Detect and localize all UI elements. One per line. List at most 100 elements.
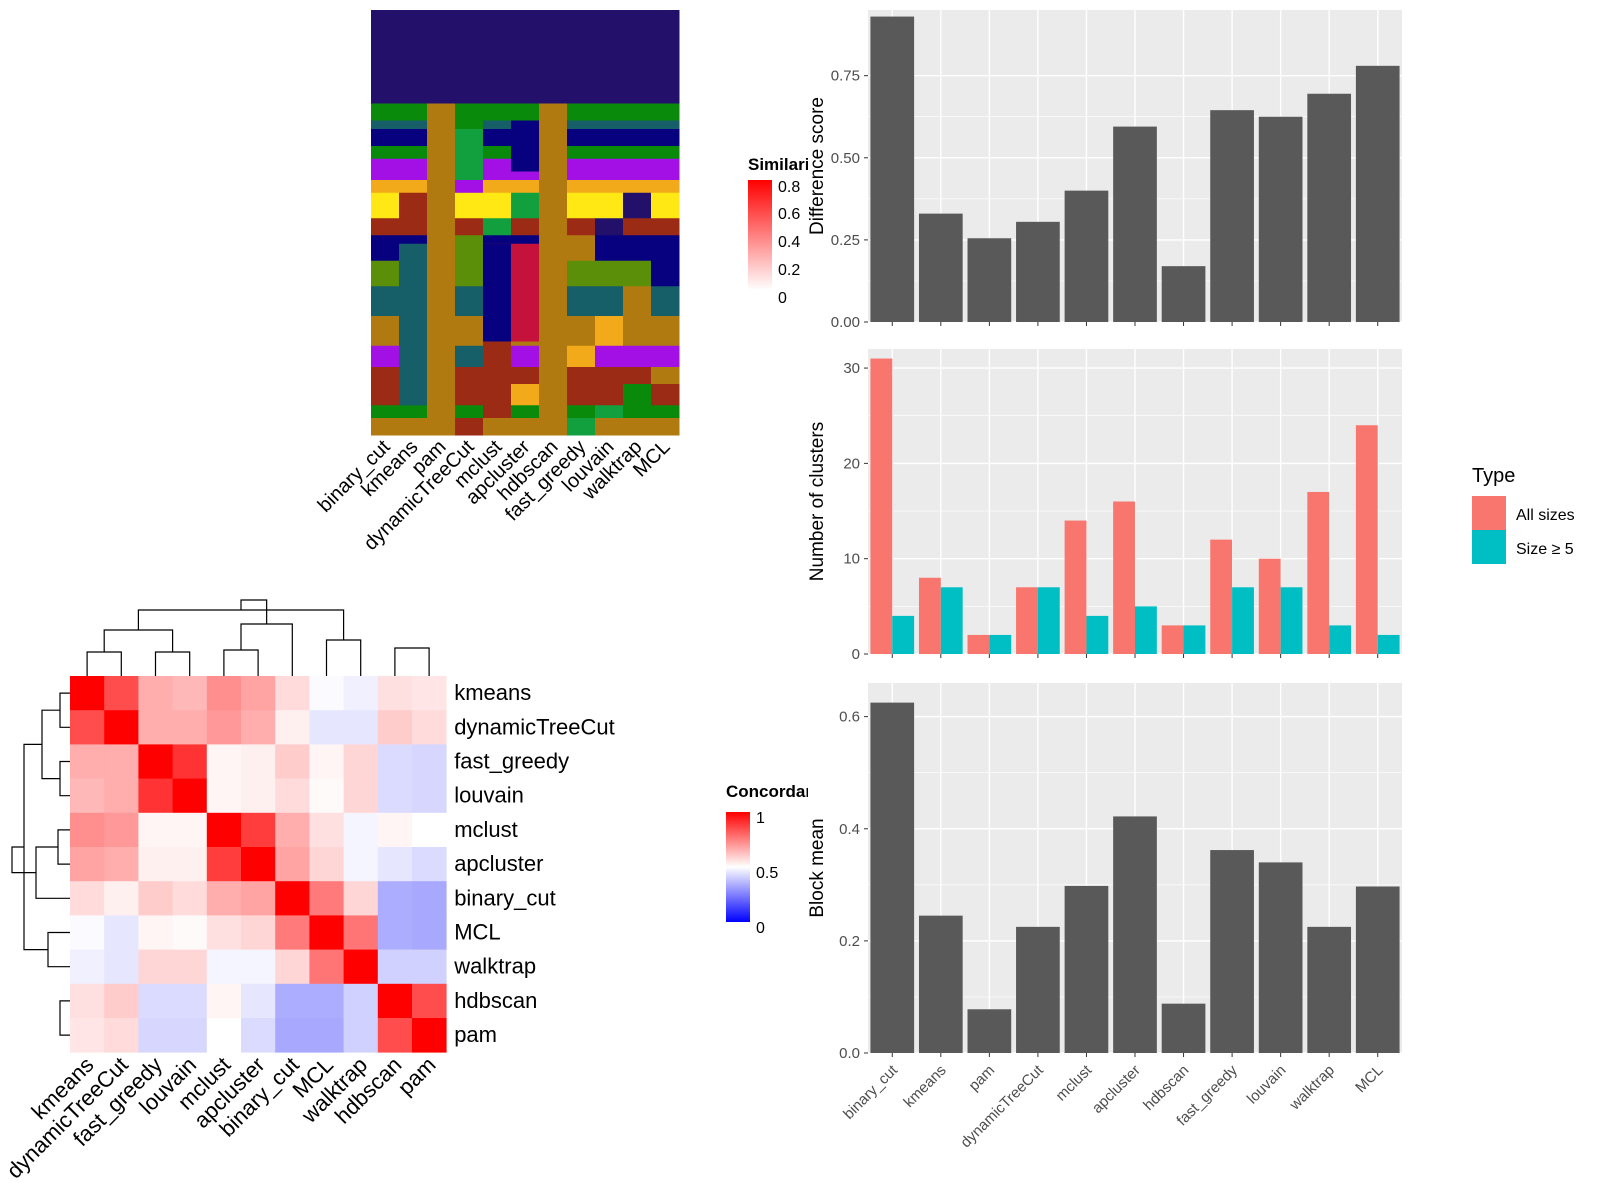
left-dendrogram-branch bbox=[59, 1000, 70, 1036]
x-tick-label: walktrap bbox=[1286, 1062, 1338, 1114]
concordance-cell bbox=[138, 983, 173, 1019]
concordance-cell bbox=[377, 847, 413, 882]
similarity-tick-5: 0 bbox=[778, 290, 787, 307]
concordance-cell bbox=[104, 915, 139, 950]
y-tick-label: 0.4 bbox=[839, 821, 860, 838]
assignment-cell bbox=[595, 235, 624, 262]
concordance-cell bbox=[104, 881, 139, 916]
bar bbox=[1280, 587, 1303, 654]
bar bbox=[1161, 266, 1206, 322]
y-tick-label: 0.25 bbox=[831, 232, 860, 249]
concordance-cell bbox=[70, 812, 105, 848]
y-tick-label: 0.50 bbox=[831, 150, 860, 167]
concordance-cell bbox=[309, 847, 344, 882]
assignment-cell bbox=[371, 286, 400, 317]
type-legend: Type All sizes Size ≥ 5 bbox=[1472, 465, 1575, 564]
concordance-cell bbox=[275, 949, 310, 985]
concordance-cell bbox=[412, 1018, 447, 1053]
concordance-cell bbox=[241, 744, 276, 779]
top-dendrogram-branch bbox=[154, 651, 191, 676]
concordance-cell bbox=[241, 676, 276, 711]
bar bbox=[870, 702, 915, 1053]
x-tick-label: mclust bbox=[1053, 1061, 1096, 1104]
y-tick-label: 10 bbox=[843, 551, 860, 568]
y-axis-title: Difference score bbox=[807, 97, 828, 235]
concordance-tick-1: 1 bbox=[756, 810, 765, 827]
concordance-cell bbox=[206, 676, 242, 711]
concordance-cell bbox=[138, 812, 173, 848]
concordance-cell bbox=[377, 1018, 413, 1053]
assignment-cell bbox=[399, 158, 428, 181]
bar bbox=[1016, 587, 1038, 654]
assignment-cell bbox=[567, 418, 596, 436]
concordance-cell bbox=[343, 778, 379, 814]
assignment-cell bbox=[483, 10, 512, 104]
concordance-cell bbox=[377, 881, 413, 916]
assignment-cell bbox=[427, 103, 456, 435]
assignment-cell bbox=[623, 218, 652, 236]
assignment-cell bbox=[483, 243, 512, 342]
concordance-cell bbox=[138, 881, 173, 916]
assignment-cell bbox=[595, 180, 624, 194]
concordance-cell bbox=[412, 915, 447, 950]
top-dendrogram-branch bbox=[103, 629, 174, 652]
assignment-cell bbox=[511, 103, 540, 121]
concordance-cell bbox=[104, 1018, 139, 1053]
concordance-cell bbox=[275, 812, 310, 848]
concordance-cell bbox=[172, 744, 208, 779]
concordance-cell bbox=[70, 710, 105, 745]
assignment-cell bbox=[595, 120, 624, 130]
assignment-cell bbox=[483, 180, 512, 194]
concordance-row-label: kmeans bbox=[454, 680, 531, 705]
assignment-cell bbox=[455, 418, 484, 436]
bar bbox=[1210, 110, 1254, 322]
assignment-cell bbox=[595, 146, 624, 160]
concordance-cell bbox=[172, 812, 208, 848]
concordance-cell bbox=[138, 744, 173, 779]
y-tick-label: 0.0 bbox=[839, 1045, 860, 1062]
bar bbox=[1086, 615, 1109, 654]
concordance-cell bbox=[343, 1018, 379, 1053]
assignment-cell bbox=[371, 180, 400, 194]
assignment-cell bbox=[567, 384, 596, 406]
assignment-cell bbox=[651, 129, 680, 147]
bar bbox=[1355, 65, 1400, 323]
concordance-cell bbox=[172, 710, 208, 745]
concordance-cell bbox=[241, 881, 276, 916]
bar bbox=[1307, 926, 1352, 1053]
y-tick-label: 0.2 bbox=[839, 933, 860, 950]
concordance-cell bbox=[241, 847, 276, 882]
assignment-cell bbox=[511, 345, 540, 368]
assignment-cell bbox=[651, 316, 680, 347]
concordance-cell bbox=[70, 676, 105, 711]
assignment-cell bbox=[483, 192, 512, 219]
concordance-cell bbox=[241, 983, 276, 1019]
assignment-cell bbox=[483, 405, 512, 419]
assignment-cell bbox=[455, 367, 484, 385]
y-tick-label: 0.00 bbox=[831, 314, 860, 331]
concordance-cell bbox=[309, 881, 344, 916]
concordance-cell bbox=[343, 881, 379, 916]
left-dendrogram-branch bbox=[41, 709, 60, 780]
assignment-cell bbox=[651, 384, 680, 406]
bar bbox=[967, 634, 990, 654]
concordance-cell bbox=[309, 949, 344, 985]
similarity-legend: Similarity 0.8 0.6 0.4 0.2 0 bbox=[748, 155, 808, 307]
assignment-cell bbox=[651, 10, 680, 104]
assignment-cell bbox=[595, 405, 624, 419]
assignment-cell bbox=[483, 384, 512, 406]
y-tick-label: 0.6 bbox=[839, 709, 860, 726]
assignment-cell bbox=[371, 103, 400, 121]
concordance-cell bbox=[104, 847, 139, 882]
assignment-cell bbox=[455, 10, 484, 104]
type-legend-title: Type bbox=[1472, 465, 1515, 487]
assignment-cell bbox=[455, 218, 484, 236]
concordance-cell bbox=[377, 710, 413, 745]
type-legend-key-all bbox=[1472, 496, 1506, 530]
concordance-cell bbox=[138, 710, 173, 745]
assignment-cell bbox=[371, 158, 400, 181]
concordance-cell bbox=[70, 949, 105, 985]
assignment-cell bbox=[595, 345, 624, 368]
bar bbox=[1355, 886, 1400, 1053]
